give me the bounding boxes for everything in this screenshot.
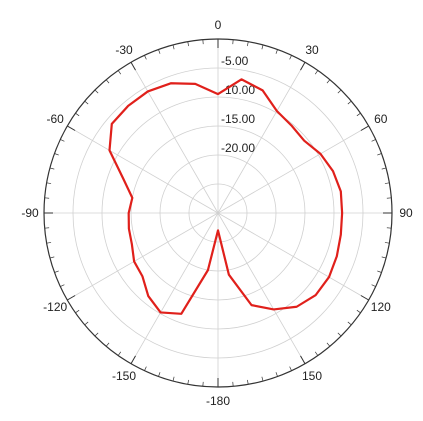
series-line-0 (108, 78, 344, 315)
major-tick (300, 355, 306, 364)
minor-tick (289, 55, 292, 60)
minor-tick (49, 167, 55, 170)
angular-gridline (217, 125, 369, 214)
minor-tick (326, 342, 331, 347)
angular-gridline (217, 212, 369, 301)
minor-tick (105, 79, 110, 84)
angular-gridline (67, 212, 219, 301)
minor-tick (247, 379, 249, 385)
angle-label--180: -180 (206, 394, 230, 408)
minor-tick (261, 44, 264, 50)
minor-tick (117, 70, 122, 75)
minor-tick (289, 366, 292, 371)
minor-tick (105, 342, 110, 347)
minor-tick (144, 366, 147, 371)
minor-tick (347, 321, 352, 326)
angular-gridline (130, 62, 219, 214)
minor-tick (117, 351, 122, 356)
minor-tick (172, 376, 175, 382)
radial-label: -5.00 (221, 54, 249, 68)
minor-tick (347, 100, 352, 105)
minor-tick (377, 270, 382, 273)
minor-tick (326, 79, 331, 84)
minor-tick (314, 70, 319, 75)
major-tick (67, 295, 76, 301)
major-tick (300, 62, 306, 71)
minor-tick (381, 167, 387, 170)
angular-gridline (67, 125, 219, 214)
major-tick (67, 125, 76, 131)
angle-label-150: 150 (302, 369, 322, 383)
angle-label-30: 30 (305, 43, 319, 57)
minor-tick (158, 372, 161, 377)
minor-tick (94, 89, 99, 94)
angle-label--150: -150 (112, 369, 136, 383)
angle-label-90: 90 (399, 206, 413, 220)
angle-label-120: 120 (371, 300, 391, 314)
minor-tick (144, 55, 147, 60)
major-tick (360, 295, 369, 301)
minor-tick (60, 284, 65, 287)
angle-label--30: -30 (115, 43, 133, 57)
minor-tick (46, 242, 52, 244)
minor-tick (314, 351, 319, 356)
minor-tick (337, 332, 342, 337)
major-tick (130, 355, 136, 364)
minor-tick (84, 100, 89, 105)
angle-label--120: -120 (43, 300, 67, 314)
radial-label: -20.00 (221, 141, 255, 155)
angular-gridline (130, 212, 219, 364)
minor-tick (377, 153, 382, 156)
minor-tick (54, 270, 59, 273)
angle-label--90: -90 (21, 206, 39, 220)
major-tick (130, 62, 136, 71)
minor-tick (356, 112, 361, 117)
minor-tick (275, 49, 278, 54)
minor-tick (75, 309, 80, 314)
radial-label: -15.00 (221, 112, 255, 126)
minor-tick (158, 49, 161, 54)
minor-tick (371, 139, 376, 142)
minor-tick (371, 284, 376, 287)
minor-tick (247, 41, 249, 47)
minor-tick (187, 41, 189, 47)
minor-tick (54, 153, 59, 156)
minor-tick (337, 89, 342, 94)
minor-tick (384, 182, 390, 184)
angle-label--60: -60 (47, 112, 65, 126)
minor-tick (46, 182, 52, 184)
minor-tick (275, 372, 278, 377)
minor-tick (94, 332, 99, 337)
minor-tick (356, 309, 361, 314)
minor-tick (261, 376, 264, 382)
minor-tick (187, 379, 189, 385)
minor-tick (49, 256, 55, 259)
major-tick (360, 125, 369, 131)
angular-gridline (217, 212, 306, 364)
minor-tick (75, 112, 80, 117)
minor-tick (172, 44, 175, 50)
angular-gridline (217, 62, 306, 214)
minor-tick (381, 256, 387, 259)
minor-tick (84, 321, 89, 326)
minor-tick (60, 139, 65, 142)
angle-label-0: 0 (215, 18, 222, 32)
angle-label-60: 60 (374, 112, 388, 126)
minor-tick (384, 242, 390, 244)
